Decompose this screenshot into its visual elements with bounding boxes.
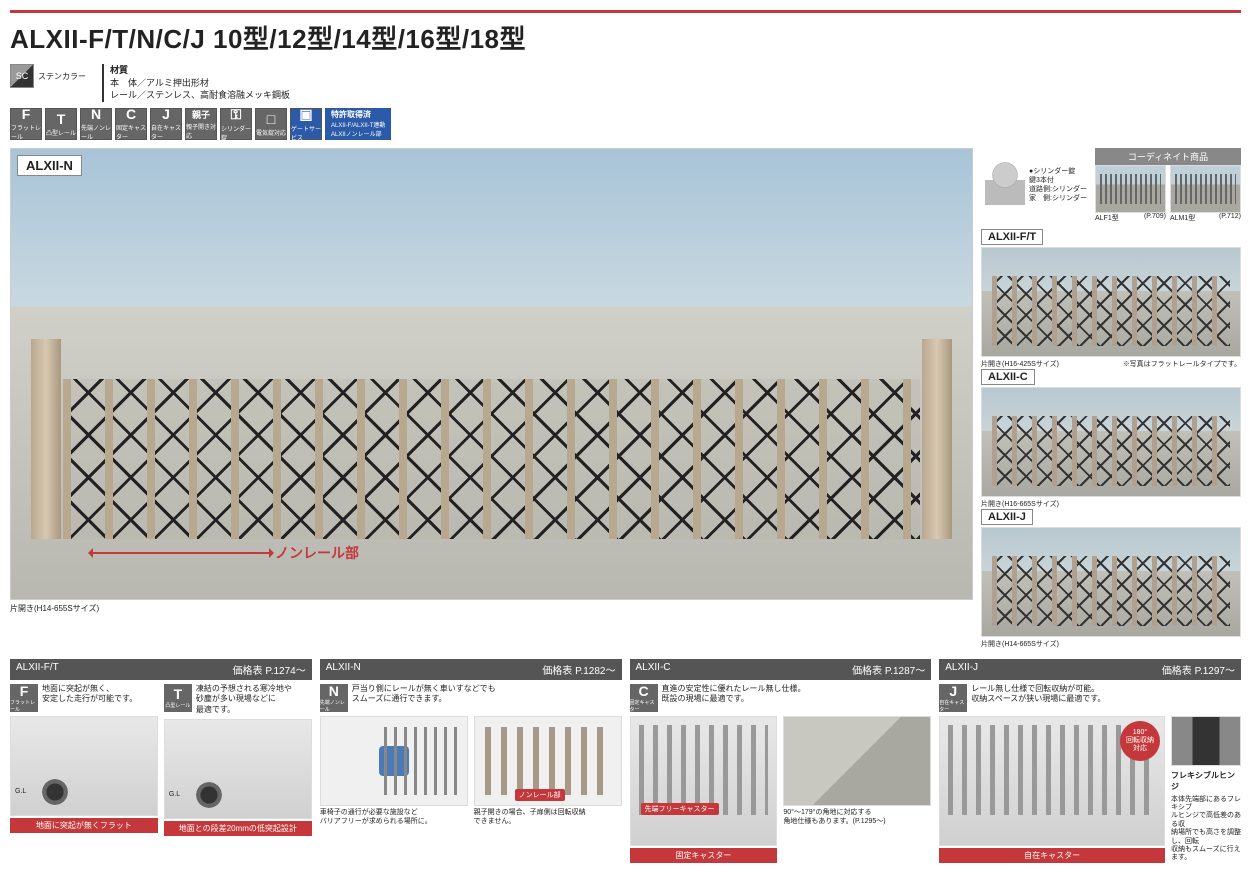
thumbnail-block: ALXII-F/T 片開き(H16-425Sサイズ)※写真はフラットレールタイプ… [981, 229, 1241, 369]
nonrail-arrow: ノンレール部 [91, 543, 359, 563]
page-title: ALXII-F/T/N/C/J 10型/12型/14型/16型/18型 [10, 19, 1241, 56]
n-gate-illust: ノンレール部 [474, 716, 622, 806]
section-c: ALXII-C価格表 P.1287～ C固定キャスター 直進の安定性に優れたレー… [630, 659, 932, 863]
j-caster-image: 180° 回転収納 対応 [939, 716, 1165, 846]
c-icon: C固定キャスター [630, 684, 658, 712]
coordinate-header: コーディネイト商品 [1095, 148, 1241, 165]
hinge-image [1171, 716, 1241, 766]
section-j: ALXII-J価格表 P.1297～ J自在キャスター レール無し仕様で回転収納… [939, 659, 1241, 863]
type-icon: J自在キャスター [150, 108, 182, 140]
type-icon: ▣ゲートサービス [290, 108, 322, 140]
thumbnail-block: ALXII-C 片開き(H16-665Sサイズ) [981, 369, 1241, 509]
material-spec: 材質 本 体／アルミ押出形材 レール／ステンレス、高耐食溶融メッキ鋼板 [102, 64, 290, 102]
type-icon: N先端ノンレール [80, 108, 112, 140]
c-caster-image: 先端フリーキャスター [630, 716, 778, 846]
hero-label: ALXII-N [17, 155, 82, 176]
thumbnail-block: ALXII-J 片開き(H14-665Sサイズ) [981, 509, 1241, 649]
coordinate-item: ALF1型(P.709) [1095, 165, 1166, 223]
patent-badge: 特許取得済ALXII-F/ALXII-T連動 ALXIIノンレール部 [325, 108, 391, 140]
type-icon: □電気錠対応 [255, 108, 287, 140]
type-icon: ⚿シリンダー錠 [220, 108, 252, 140]
color-badge: SC ステンカラー [10, 64, 86, 88]
f-rail-image [10, 716, 158, 816]
section-n: ALXII-N価格表 P.1282～ N先端ノンレール 戸当り側にレールが無く車… [320, 659, 622, 863]
type-icon: Fフラットレール [10, 108, 42, 140]
type-icon: C固定キャスター [115, 108, 147, 140]
type-icon: 親子親子開き対応 [185, 108, 217, 140]
section-ft: ALXII-F/T価格表 P.1274～ Fフラットレール 地面に突起が無く、 … [10, 659, 312, 863]
j-tag: 自在キャスター [939, 848, 1165, 863]
j-icon: J自在キャスター [939, 684, 967, 712]
type-icon: T凸型レール [45, 108, 77, 140]
f-tag: 地面に突起が無くフラット [10, 818, 158, 833]
hero-caption: 片開き(H14-655Sサイズ) [10, 603, 973, 614]
c-tag: 固定キャスター [630, 848, 778, 863]
rotation-badge: 180° 回転収納 対応 [1120, 721, 1160, 761]
wheelchair-illust [320, 716, 468, 806]
type-icon-strip: FフラットレールT凸型レールN先端ノンレールC固定キャスターJ自在キャスター親子… [10, 108, 1241, 140]
coordinate-item: ALM1型(P.712) [1170, 165, 1241, 223]
cylinder-lock-info: ●シリンダー錠 鍵3本付 道路側:シリンダー 家 側:シリンダー [981, 148, 1091, 223]
corner-image [783, 716, 931, 806]
hero-image: ALXII-N ノンレール部 [10, 148, 973, 600]
f-icon: Fフラットレール [10, 684, 38, 712]
t-tag: 地面との段差20mmの低突起設計 [164, 821, 312, 836]
t-icon: T凸型レール [164, 684, 192, 712]
n-icon: N先端ノンレール [320, 684, 348, 712]
t-rail-image [164, 719, 312, 819]
